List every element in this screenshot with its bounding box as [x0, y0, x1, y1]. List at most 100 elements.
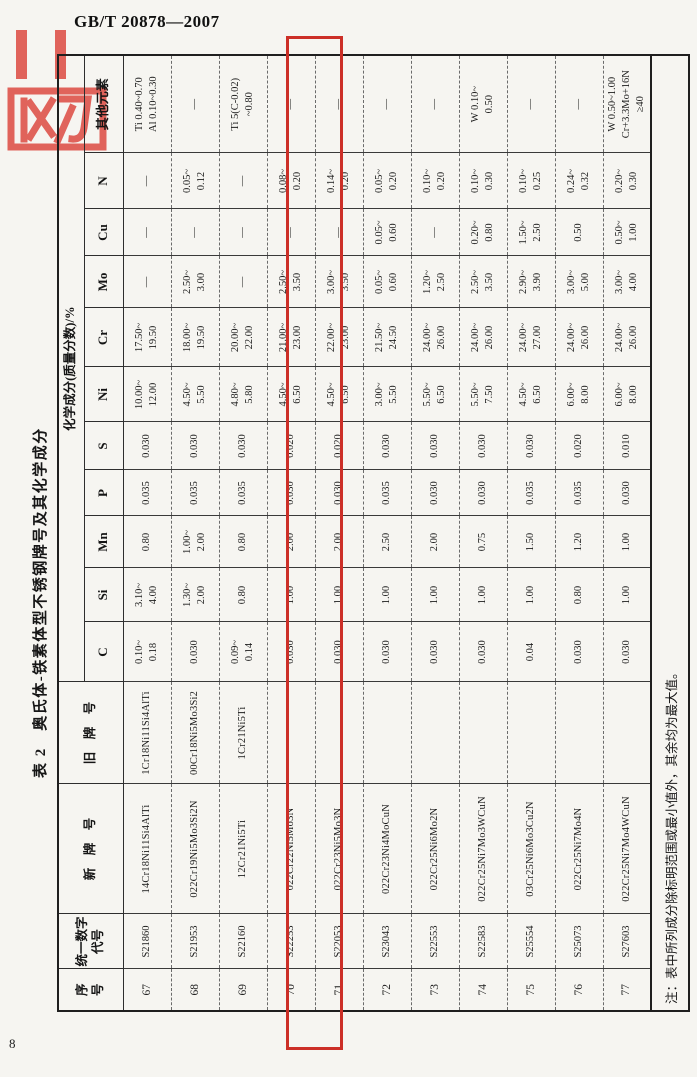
cell-mn: 2.00 — [411, 516, 459, 568]
cell-n: 0.10~ 0.20 — [411, 153, 459, 209]
header-element-4: S — [84, 422, 123, 470]
cell-p: 0.035 — [123, 470, 171, 516]
cell-mo: 3.00~ 5.00 — [555, 256, 603, 308]
cell-code: S22160 — [219, 914, 267, 969]
cell-n: 0.10~ 0.25 — [507, 153, 555, 209]
cell-cu: 0.50~ 1.00 — [603, 209, 651, 256]
cell-si: 1.00 — [459, 568, 507, 622]
cell-old_grade — [411, 682, 459, 784]
header-element-0: C — [84, 622, 123, 682]
cell-cu: 0.05~ 0.60 — [363, 209, 411, 256]
cell-c: 0.030 — [411, 622, 459, 682]
cell-n: 0.10~ 0.30 — [459, 153, 507, 209]
cell-mo: 2.50~ 3.50 — [459, 256, 507, 308]
header-seq: 序 号 — [58, 969, 123, 1011]
cell-si: 3.10~ 4.00 — [123, 568, 171, 622]
cell-n: 0.20~ 0.30 — [603, 153, 651, 209]
header-element-2: Mn — [84, 516, 123, 568]
cell-old_grade: 1Cr21Ni5Ti — [219, 682, 267, 784]
cell-p: 0.030 — [603, 470, 651, 516]
cell-code: S25554 — [507, 914, 555, 969]
table-title: 表 2 奥氏体-铁素体型不锈钢牌号及其化学成分 — [33, 427, 49, 778]
header-element-9: N — [84, 153, 123, 209]
grade-row-67: 67 S21860 14Cr18Ni11Si4AlTi 1Cr18Ni11Si4AlT… — [123, 54, 171, 1011]
cell-seq: 68 — [171, 969, 219, 1011]
cell-c: 0.030 — [555, 622, 603, 682]
cell-s: 0.030 — [459, 422, 507, 470]
cell-n: 0.24~ 0.32 — [555, 153, 603, 209]
cell-seq: 67 — [123, 969, 171, 1011]
cell-p: 0.035 — [363, 470, 411, 516]
grade-row-75: 75 S25554 03Cr25Ni6Mo3Cu2N 0.04 1.00 1.50 0.03… — [507, 54, 555, 1011]
cell-other: — — [171, 54, 219, 153]
cell-cu: — — [171, 209, 219, 256]
cell-cu: 0.50 — [555, 209, 603, 256]
grade-row-68: 68 S21953 022Cr19Ni5Mo3Si2N 00Cr18Ni5Mo3Si2… — [171, 54, 219, 1011]
cell-old_grade — [507, 682, 555, 784]
highlight-box — [286, 36, 343, 1050]
cell-mn: 2.50 — [363, 516, 411, 568]
cell-cu: 1.50~ 2.50 — [507, 209, 555, 256]
cell-n: — — [123, 153, 171, 209]
cell-other: W 0.50~1.00 Cr+3.3Mo+16N ≥40 — [603, 54, 651, 153]
cell-mo: — — [219, 256, 267, 308]
cell-cu: — — [219, 209, 267, 256]
cell-new_grade: 03Cr25Ni6Mo3Cu2N — [507, 784, 555, 914]
cell-mo: 2.50~ 3.00 — [171, 256, 219, 308]
rotated-table-container: 序 号 统一数字 代号 新 牌 号 旧 牌 号 化学成分(质量分数)/% C Si… — [57, 53, 690, 1012]
cell-s: 0.030 — [123, 422, 171, 470]
cell-other: — — [411, 54, 459, 153]
cell-new_grade: 022Cr19Ni5Mo3Si2N — [171, 784, 219, 914]
cell-mo: 0.05~ 0.60 — [363, 256, 411, 308]
cell-s: 0.030 — [411, 422, 459, 470]
cell-mn: 0.75 — [459, 516, 507, 568]
header-element-6: Cr — [84, 308, 123, 367]
cell-ni: 5.50~ 6.50 — [411, 367, 459, 422]
cell-si: 1.00 — [603, 568, 651, 622]
cell-mo: 3.00~ 4.00 — [603, 256, 651, 308]
header-code: 统一数字 代号 — [58, 914, 123, 969]
cell-ni: 6.00~ 8.00 — [555, 367, 603, 422]
composition-table: 序 号 统一数字 代号 新 牌 号 旧 牌 号 化学成分(质量分数)/% C Si… — [57, 53, 690, 1012]
cell-s: 0.030 — [363, 422, 411, 470]
grade-row-77: 77 S27603 022Cr25Ni7Mo4WCuN 0.030 1.00 1.00 0.… — [603, 54, 651, 1011]
cell-si: 1.30~ 2.00 — [171, 568, 219, 622]
cell-cr: 24.00~ 27.00 — [507, 308, 555, 367]
header-element-5: Ni — [84, 367, 123, 422]
cell-seq: 73 — [411, 969, 459, 1011]
standard-number: GB/T 20878—2007 — [74, 12, 220, 31]
cell-code: S22583 — [459, 914, 507, 969]
cell-mo: — — [123, 256, 171, 308]
cell-ni: 4.50~ 6.50 — [507, 367, 555, 422]
cell-cr: 24.00~ 26.00 — [603, 308, 651, 367]
header-new-grade: 新 牌 号 — [58, 784, 123, 914]
cell-old_grade — [459, 682, 507, 784]
header-element-7: Mo — [84, 256, 123, 308]
cell-code: S21953 — [171, 914, 219, 969]
cell-new_grade: 12Cr21Ni5Ti — [219, 784, 267, 914]
cell-c: 0.030 — [459, 622, 507, 682]
cell-seq: 72 — [363, 969, 411, 1011]
cell-other: — — [555, 54, 603, 153]
cell-cr: 24.00~ 26.00 — [555, 308, 603, 367]
cell-seq: 69 — [219, 969, 267, 1011]
cell-old_grade — [555, 682, 603, 784]
cell-cu: 0.20~ 0.80 — [459, 209, 507, 256]
cell-old_grade: 00Cr18Ni5Mo3Si2 — [171, 682, 219, 784]
cell-mn: 0.80 — [123, 516, 171, 568]
grade-row-73: 73 S22553 022Cr25Ni6Mo2N 0.030 1.00 2.00 0.030… — [411, 54, 459, 1011]
cell-old_grade: 1Cr18Ni11Si4AlTi — [123, 682, 171, 784]
cell-code: S27603 — [603, 914, 651, 969]
cell-c: 0.04 — [507, 622, 555, 682]
cell-p: 0.035 — [555, 470, 603, 516]
header-old-grade: 旧 牌 号 — [58, 682, 123, 784]
cell-n: 0.05~ 0.12 — [171, 153, 219, 209]
cell-cr: 24.00~ 26.00 — [459, 308, 507, 367]
cell-p: 0.030 — [411, 470, 459, 516]
cell-mn: 0.80 — [219, 516, 267, 568]
cell-mn: 1.50 — [507, 516, 555, 568]
cell-s: 0.010 — [603, 422, 651, 470]
cell-new_grade: 022Cr25Ni7Mo4N — [555, 784, 603, 914]
cell-si: 1.00 — [411, 568, 459, 622]
cell-si: 1.00 — [507, 568, 555, 622]
